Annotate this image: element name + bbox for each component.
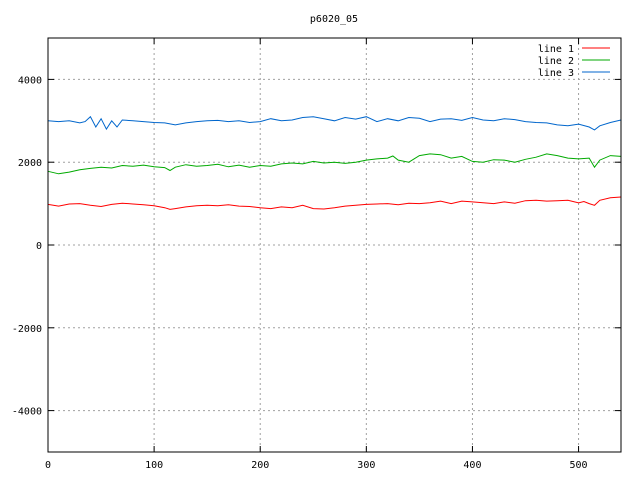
series-line-1: [47, 196, 622, 210]
y-tick-label: 4000: [18, 75, 42, 86]
legend-label: line 3: [538, 68, 574, 79]
y-tick-label: 2000: [18, 158, 42, 169]
legend-label: line 1: [538, 44, 574, 55]
legend-label: line 2: [538, 56, 574, 67]
x-tick-label: 100: [145, 460, 163, 471]
x-tick-label: 400: [463, 460, 481, 471]
series-line-3: [47, 115, 622, 131]
x-tick-label: 0: [45, 460, 51, 471]
chart-title: p6020_05: [310, 14, 358, 25]
x-tick-label: 500: [570, 460, 588, 471]
x-tick-label: 200: [251, 460, 269, 471]
x-tick-label: 300: [357, 460, 375, 471]
y-tick-label: -4000: [12, 407, 42, 418]
y-tick-label: -2000: [12, 324, 42, 335]
y-tick-label: 0: [36, 241, 42, 252]
series-line-2: [47, 153, 622, 175]
